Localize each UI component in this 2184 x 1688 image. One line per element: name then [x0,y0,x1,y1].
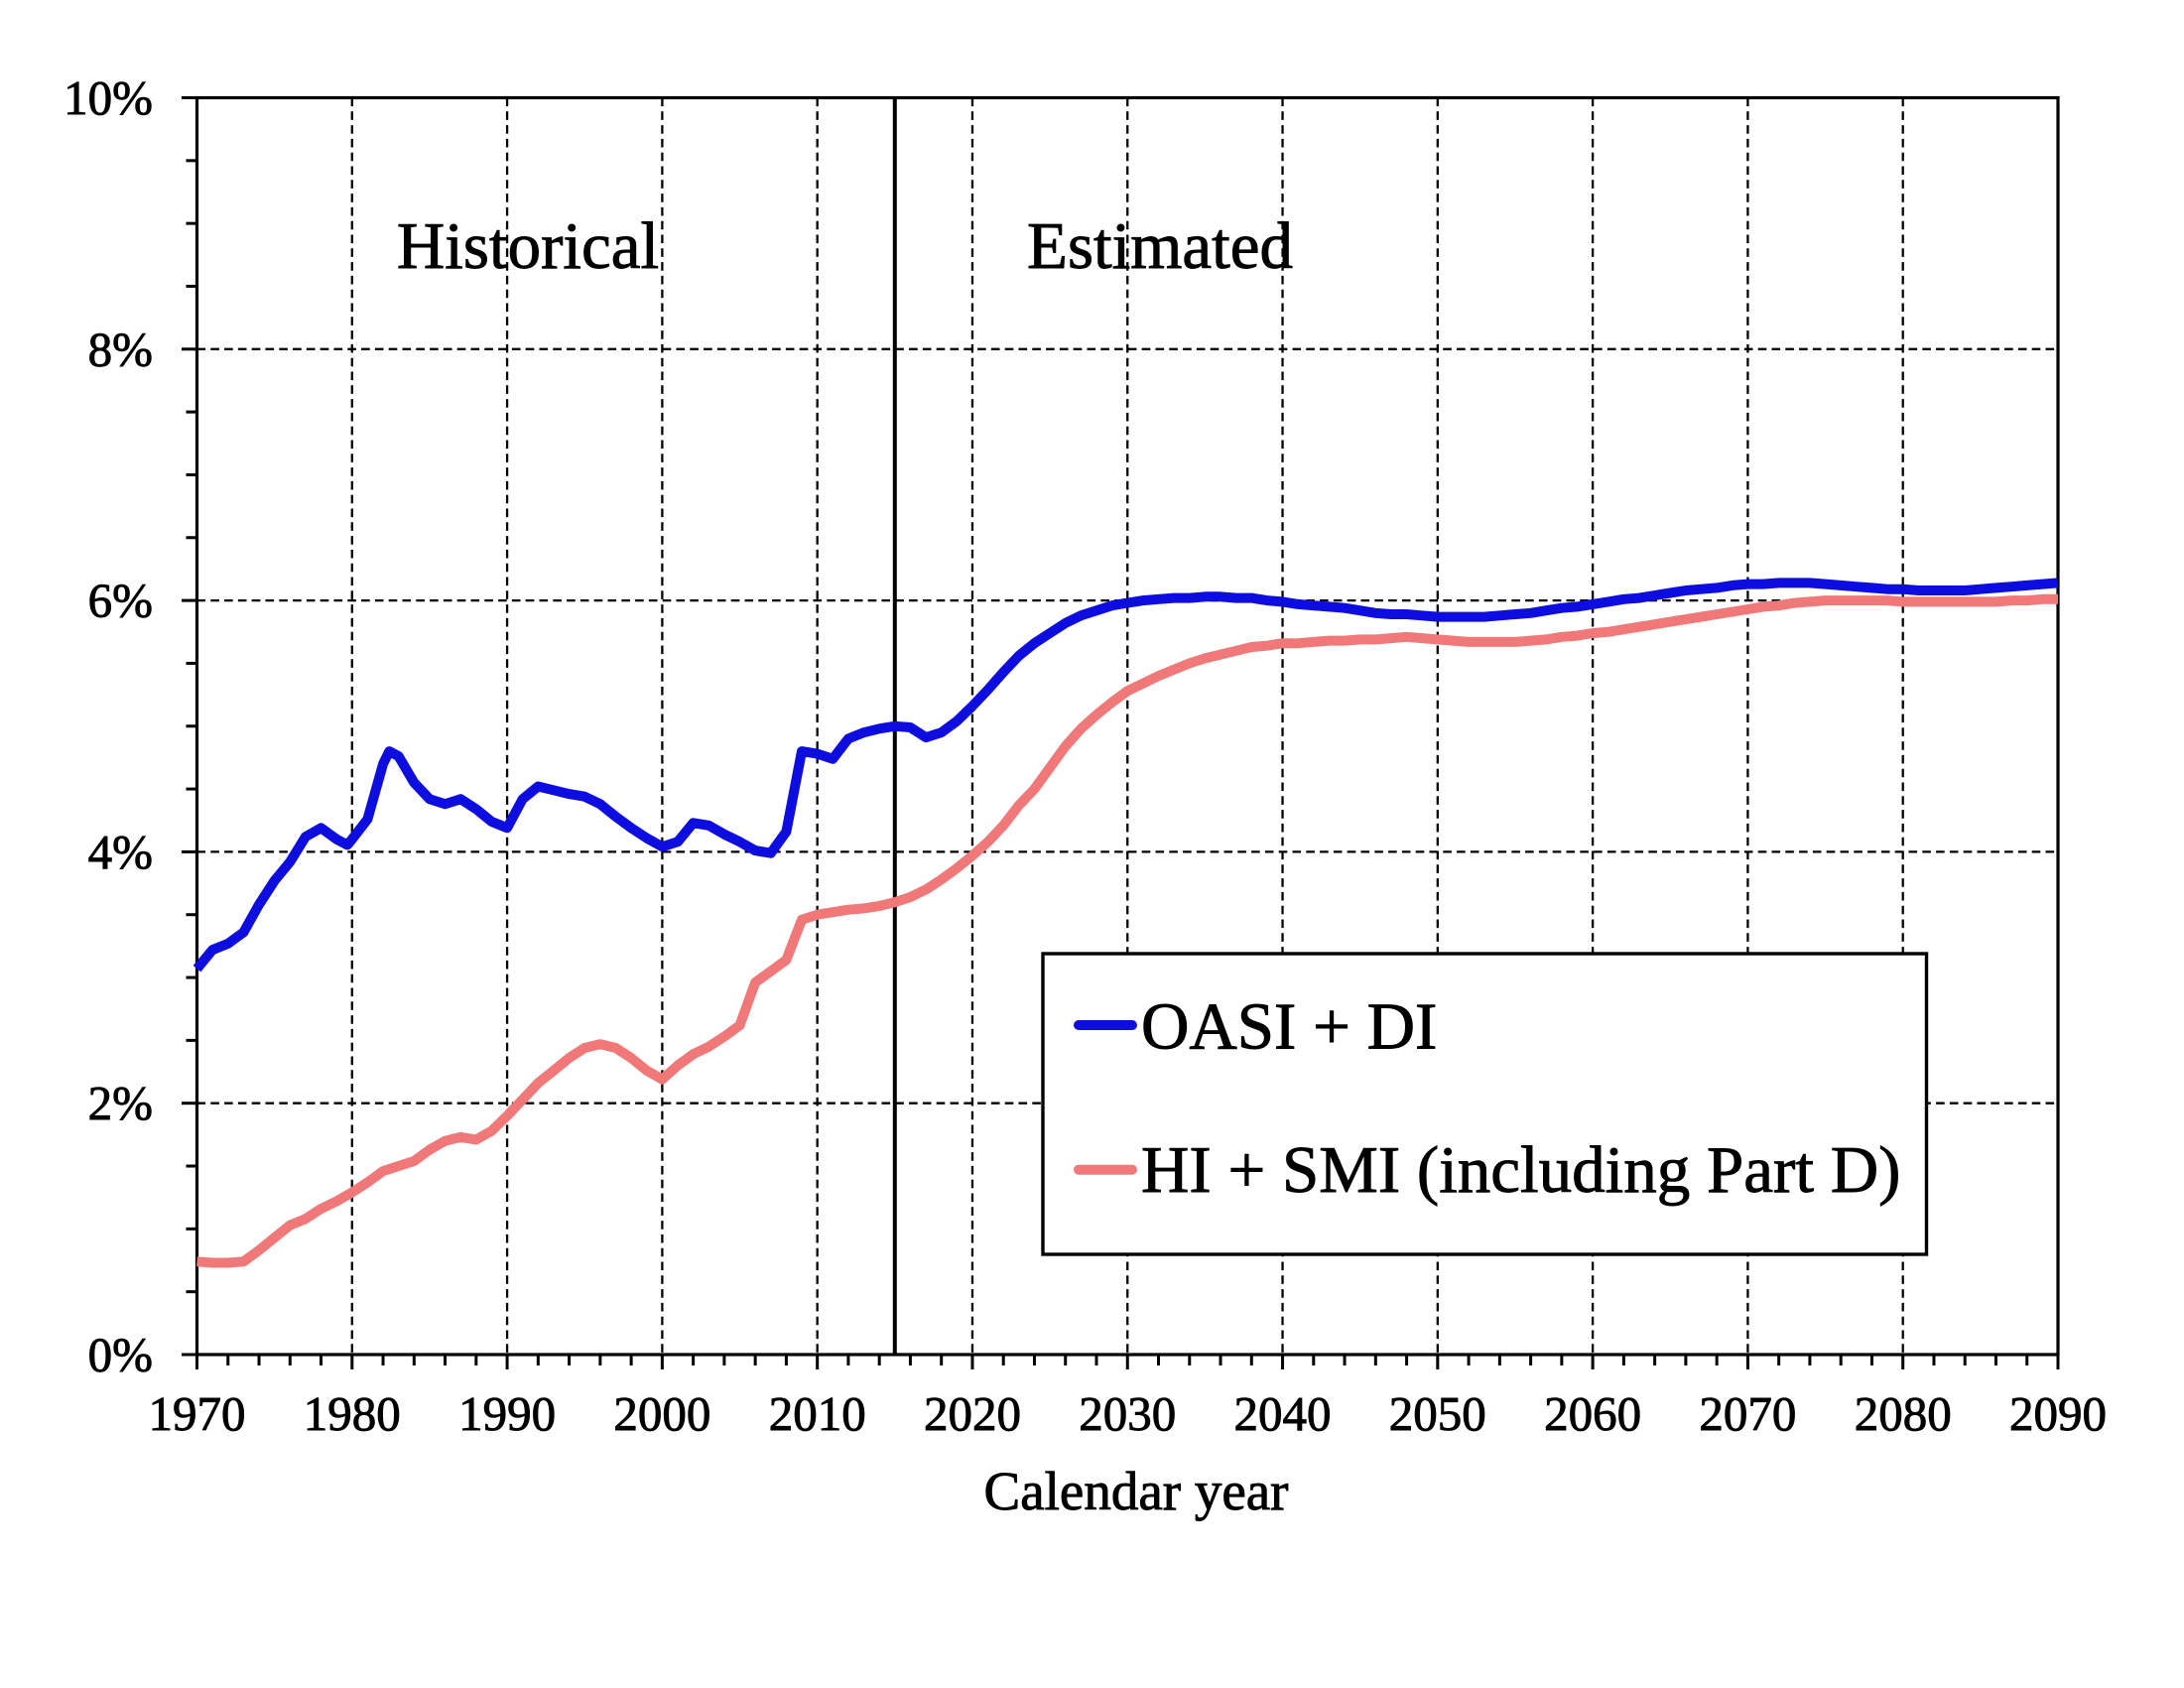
svg-text:Calendar year: Calendar year [984,1461,1289,1521]
svg-text:2000: 2000 [613,1386,710,1441]
svg-text:2010: 2010 [769,1386,866,1441]
svg-text:1970: 1970 [149,1386,246,1441]
svg-text:Historical: Historical [397,209,659,283]
svg-text:2080: 2080 [1855,1386,1952,1441]
svg-text:Estimated: Estimated [1027,209,1293,283]
svg-text:2070: 2070 [1699,1386,1796,1441]
svg-text:2040: 2040 [1234,1386,1332,1441]
svg-text:2090: 2090 [2009,1386,2107,1441]
svg-text:OASI + DI: OASI + DI [1141,990,1437,1064]
svg-text:2030: 2030 [1079,1386,1176,1441]
svg-text:2050: 2050 [1389,1386,1486,1441]
svg-text:10%: 10% [64,70,153,125]
svg-text:1990: 1990 [458,1386,556,1441]
svg-text:HI + SMI (including Part D): HI + SMI (including Part D) [1141,1133,1900,1207]
svg-text:0%: 0% [88,1328,153,1382]
svg-text:6%: 6% [88,574,153,628]
svg-text:4%: 4% [88,825,153,879]
svg-text:8%: 8% [88,322,153,376]
svg-text:2020: 2020 [924,1386,1021,1441]
svg-text:1980: 1980 [304,1386,401,1441]
svg-text:2%: 2% [88,1076,153,1130]
svg-text:2060: 2060 [1544,1386,1641,1441]
